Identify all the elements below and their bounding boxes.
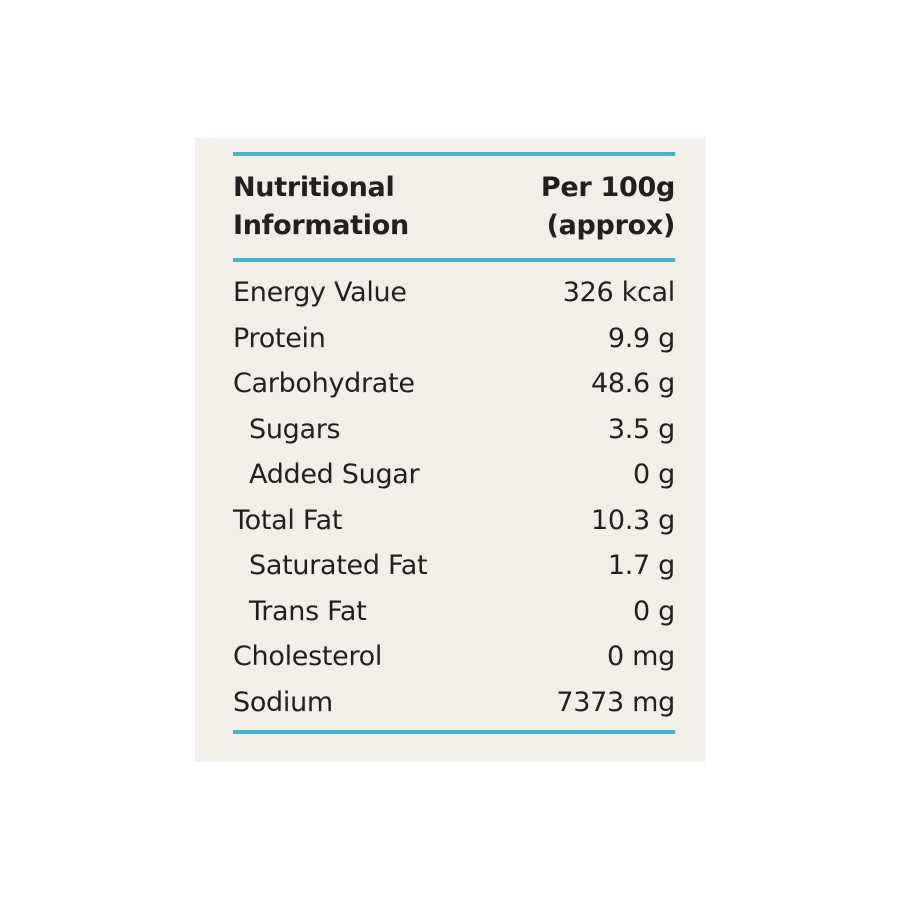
nutrient-label: Carbohydrate — [233, 368, 415, 399]
nutrient-label: Protein — [233, 322, 326, 354]
nutrient-label: Trans Fat — [249, 595, 367, 627]
nutrient-value: 326 kcal — [562, 277, 676, 308]
bottom-rule — [233, 730, 675, 734]
nutrient-value: 48.6 g — [590, 368, 675, 399]
header-unit: Per 100g — [540, 172, 675, 203]
nutrient-label: Energy Value — [233, 277, 407, 308]
nutrient-value: 10.3 g — [590, 504, 675, 536]
nutrient-label: Sodium — [233, 686, 333, 718]
nutrient-label: Cholesterol — [233, 641, 383, 672]
header-unit: (approx) — [546, 210, 676, 241]
nutrient-value: 9.9 g — [607, 322, 675, 354]
nutrient-label: Saturated Fat — [249, 550, 428, 581]
nutrient-label: Sugars — [249, 413, 341, 445]
nutrient-value: 0 g — [633, 459, 675, 490]
nutrient-value: 1.7 g — [607, 550, 675, 581]
header-title: Nutritional — [233, 172, 395, 203]
nutrient-value: 0 g — [633, 595, 675, 627]
nutrient-value: 7373 mg — [556, 686, 675, 718]
top-rule — [233, 152, 675, 156]
nutrition-panel: Nutritional Information Per 100g (approx) En… — [195, 138, 705, 762]
nutrient-label: Added Sugar — [249, 459, 420, 490]
nutrient-label: Total Fat — [233, 504, 343, 536]
nutrient-value: 0 mg — [606, 641, 675, 672]
header-title: Information — [233, 210, 409, 241]
header-rule — [233, 258, 675, 262]
nutrient-value: 3.5 g — [607, 413, 675, 445]
